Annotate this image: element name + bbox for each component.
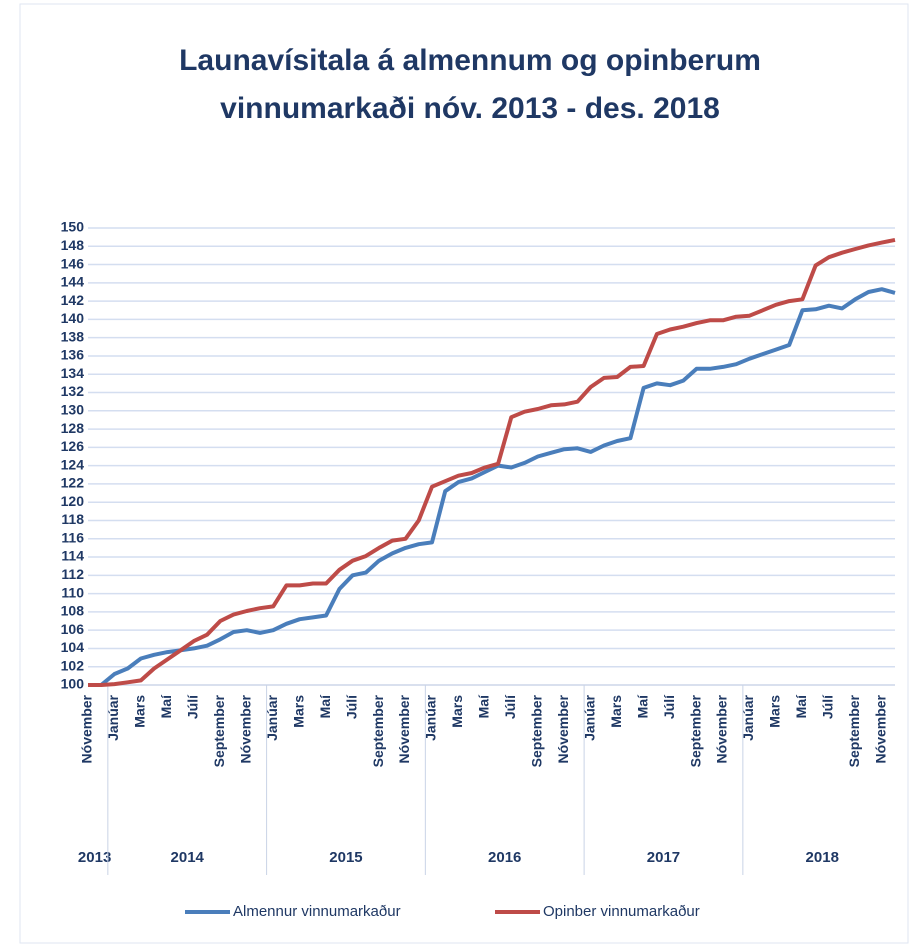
x-tick-label: Maí	[476, 694, 492, 718]
y-tick-label: 130	[61, 402, 85, 418]
x-tick-label: September	[846, 694, 862, 767]
y-tick-label: 138	[61, 328, 85, 344]
y-tick-label: 136	[61, 347, 85, 363]
x-tick-label: Maí	[634, 694, 650, 718]
line-series	[88, 237, 896, 687]
y-tick-label: 104	[61, 639, 85, 655]
x-tick-label: Maí	[317, 694, 333, 718]
x-tick-label: Janúar	[264, 694, 280, 740]
x-tick-label: Nóvember	[714, 694, 730, 763]
x-tick-label: September	[370, 694, 386, 767]
x-tick-label: Mars	[290, 695, 306, 728]
y-tick-label: 118	[61, 511, 84, 527]
year-label: 2017	[647, 849, 680, 866]
y-tick-label: 110	[61, 584, 84, 600]
x-tick-label: Mars	[767, 695, 783, 728]
chart-title: Launavísitala á almennum og opinberum	[179, 44, 761, 77]
x-tick-label: Nóvember	[396, 694, 412, 763]
x-tick-label: Júlí	[343, 694, 359, 719]
y-tick-label: 112	[61, 566, 84, 582]
x-tick-label: September	[211, 694, 227, 767]
x-tick-label: September	[687, 694, 703, 767]
y-tick-label: 120	[61, 493, 85, 509]
y-tick-label: 132	[61, 383, 85, 399]
x-tick-label: Nóvember	[237, 694, 253, 763]
x-tick-label: Janúar	[105, 694, 121, 740]
year-label: 2013	[78, 849, 111, 866]
year-label: 2018	[806, 849, 839, 866]
line-series	[88, 287, 896, 687]
y-tick-label: 100	[61, 676, 85, 692]
y-tick-label: 150	[61, 219, 85, 235]
y-tick-label: 126	[61, 438, 85, 454]
y-tick-label: 122	[61, 475, 85, 491]
year-label: 2014	[171, 849, 205, 866]
x-tick-label: Janúar	[423, 694, 439, 740]
year-label: 2015	[329, 849, 362, 866]
x-tick-label: Maí	[158, 694, 174, 718]
x-tick-label: Janúar	[581, 694, 597, 740]
x-tick-label: Mars	[449, 695, 465, 728]
year-label: 2016	[488, 849, 521, 866]
x-tick-label: Júlí	[185, 694, 201, 719]
y-tick-label: 140	[61, 310, 85, 326]
x-tick-label: Nóvember	[555, 694, 571, 763]
y-tick-label: 124	[61, 456, 85, 472]
y-tick-label: 108	[61, 603, 85, 619]
y-tick-label: 116	[61, 529, 84, 545]
y-tick-label: 148	[61, 237, 85, 253]
x-tick-label: September	[529, 694, 545, 767]
chart-title: vinnumarkaði nóv. 2013 - des. 2018	[220, 92, 720, 125]
x-tick-label: Júlí	[820, 694, 836, 719]
frame	[19, 3, 909, 944]
x-tick-label: Mars	[132, 695, 148, 728]
legend-label: Opinber vinnumarkaður	[543, 903, 700, 920]
y-tick-label: 128	[61, 420, 85, 436]
x-tick-label: Júlí	[502, 694, 518, 719]
y-tick-label: 142	[61, 292, 85, 308]
y-tick-label: 106	[61, 621, 85, 637]
y-tick-label: 144	[61, 274, 85, 290]
x-tick-label: Maí	[793, 694, 809, 718]
legend-label: Almennur vinnumarkaður	[233, 903, 401, 920]
y-tick-label: 102	[61, 657, 85, 673]
x-tick-label: Nóvember	[872, 694, 888, 763]
y-tick-label: 114	[61, 548, 84, 564]
x-tick-label: Janúar	[740, 694, 756, 740]
x-tick-label: Nóvember	[79, 694, 95, 763]
x-tick-label: Júlí	[661, 694, 677, 719]
x-tick-label: Mars	[608, 695, 624, 728]
y-tick-label: 146	[61, 255, 85, 271]
y-tick-label: 134	[61, 365, 85, 381]
